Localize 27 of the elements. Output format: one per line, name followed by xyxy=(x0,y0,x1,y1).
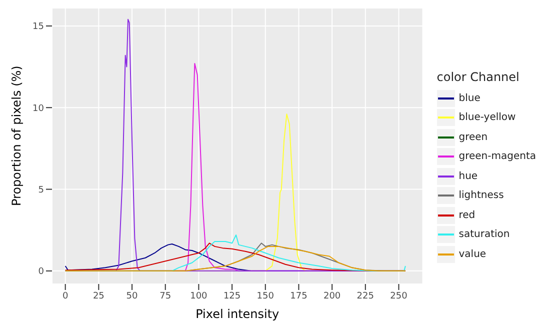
legend-label: red xyxy=(458,210,476,220)
legend-label: green-magenta xyxy=(458,151,536,162)
x-tick-label: 150 xyxy=(256,291,274,302)
x-tick-label: 50 xyxy=(126,291,138,302)
x-tick-label: 125 xyxy=(223,291,241,302)
y-tick-label: 0 xyxy=(38,267,44,278)
legend-label: saturation xyxy=(458,229,510,240)
legend-label: lightness xyxy=(458,190,504,201)
legend-label: blue-yellow xyxy=(458,112,516,123)
y-tick-label: 5 xyxy=(38,185,44,196)
x-tick-label: 100 xyxy=(190,291,208,302)
x-axis-title: Pixel intensity xyxy=(196,307,280,321)
legend-label: blue xyxy=(458,92,480,104)
x-tick-label: 0 xyxy=(62,291,68,302)
y-axis-title: Proportion of pixels (%) xyxy=(9,66,24,206)
legend-title: color Channel xyxy=(436,70,520,84)
x-tick-label: 250 xyxy=(390,291,408,302)
legend-label: hue xyxy=(458,170,478,182)
x-tick-label: 25 xyxy=(92,291,104,302)
x-tick-label: 225 xyxy=(356,291,374,302)
x-tick-label: 75 xyxy=(160,291,172,302)
y-tick-label: 10 xyxy=(32,104,44,114)
legend-label: green xyxy=(458,132,488,142)
y-tick-label: 15 xyxy=(32,22,44,32)
x-tick-label: 175 xyxy=(290,291,308,302)
legend-label: value xyxy=(458,248,486,260)
x-tick-label: 200 xyxy=(323,291,341,302)
